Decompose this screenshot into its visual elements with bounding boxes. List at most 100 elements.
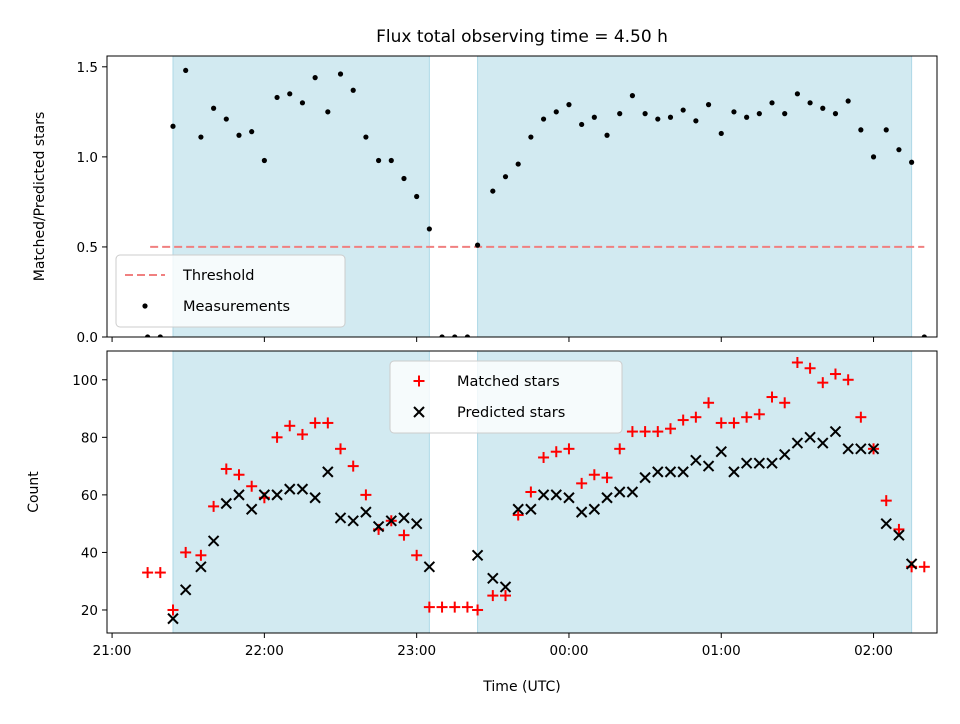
data-point bbox=[246, 480, 258, 492]
data-point bbox=[652, 466, 664, 478]
data-point bbox=[299, 100, 306, 106]
marker-stroke bbox=[639, 471, 651, 484]
x-tick-label: 02:00 bbox=[854, 643, 893, 659]
data-point bbox=[766, 391, 778, 403]
data-point bbox=[807, 100, 813, 106]
chart-title: Flux total observing time = 4.50 h bbox=[376, 27, 668, 47]
data-point bbox=[896, 147, 902, 153]
data-point bbox=[233, 469, 245, 481]
legend-handle bbox=[413, 406, 425, 418]
data-point bbox=[858, 127, 864, 133]
data-point bbox=[195, 549, 207, 561]
data-point bbox=[601, 472, 613, 484]
data-point bbox=[249, 129, 255, 135]
marker-stroke bbox=[817, 437, 829, 449]
data-point bbox=[705, 102, 712, 108]
data-point bbox=[728, 466, 740, 478]
data-point bbox=[335, 443, 347, 455]
series-predicted-stars bbox=[167, 425, 918, 625]
data-point bbox=[731, 109, 737, 115]
data-point bbox=[626, 486, 639, 498]
data-point bbox=[309, 417, 321, 429]
legend: Matched stars Predicted stars bbox=[389, 360, 623, 434]
data-point bbox=[499, 581, 512, 593]
data-point bbox=[167, 604, 179, 616]
data-point bbox=[782, 111, 788, 117]
data-point bbox=[883, 127, 889, 133]
marker-stroke bbox=[677, 466, 689, 478]
data-point bbox=[591, 114, 597, 120]
marker-stroke bbox=[690, 454, 702, 467]
data-point bbox=[525, 486, 537, 498]
data-point bbox=[223, 116, 229, 122]
data-point bbox=[842, 374, 854, 386]
data-point bbox=[512, 503, 524, 515]
x-tick-label: 23:00 bbox=[397, 643, 436, 659]
data-point bbox=[617, 111, 623, 117]
data-point bbox=[211, 105, 217, 111]
data-point bbox=[756, 111, 762, 117]
data-point bbox=[284, 483, 296, 495]
marker-stroke bbox=[550, 489, 562, 501]
data-point bbox=[538, 451, 550, 463]
data-point bbox=[500, 590, 512, 602]
data-point bbox=[449, 601, 461, 613]
marker-stroke bbox=[347, 515, 359, 527]
data-point bbox=[921, 334, 927, 337]
plot-area bbox=[142, 357, 930, 625]
data-point bbox=[472, 604, 484, 616]
marker-stroke bbox=[715, 446, 727, 458]
data-point bbox=[766, 457, 778, 469]
data-point bbox=[626, 426, 638, 438]
marker-stroke bbox=[487, 572, 499, 585]
data-point bbox=[325, 109, 331, 115]
legend-label: Matched stars bbox=[457, 374, 560, 390]
data-point bbox=[236, 132, 242, 138]
marker-stroke bbox=[512, 503, 524, 515]
data-point bbox=[855, 411, 867, 423]
data-point bbox=[245, 503, 258, 515]
marker-stroke bbox=[296, 483, 309, 495]
marker-stroke bbox=[804, 431, 816, 444]
data-point bbox=[817, 437, 829, 449]
data-point bbox=[414, 193, 420, 200]
x-tick-label: 21:00 bbox=[93, 643, 132, 659]
data-point bbox=[753, 408, 765, 420]
series-matched-stars bbox=[142, 357, 930, 616]
data-point bbox=[347, 460, 359, 472]
y-tick-label: 1.0 bbox=[77, 150, 98, 166]
marker-stroke bbox=[766, 457, 778, 469]
legend-label: Threshold bbox=[182, 268, 254, 284]
data-point bbox=[664, 423, 676, 435]
data-point bbox=[604, 132, 610, 138]
data-point bbox=[588, 503, 601, 515]
y-tick-label: 100 bbox=[72, 373, 98, 389]
data-point bbox=[741, 411, 753, 423]
data-point bbox=[167, 612, 179, 625]
data-point bbox=[715, 446, 727, 458]
marker-stroke bbox=[778, 448, 791, 461]
data-point bbox=[322, 466, 334, 478]
marker-stroke bbox=[372, 520, 385, 533]
axes-frame bbox=[106, 55, 938, 338]
data-point bbox=[296, 483, 309, 495]
marker-stroke bbox=[499, 581, 512, 593]
y-tick-label: 0.0 bbox=[77, 330, 98, 346]
data-point bbox=[829, 425, 842, 438]
data-point bbox=[880, 495, 892, 507]
x-tick-label: 00:00 bbox=[550, 643, 589, 659]
data-point bbox=[363, 134, 369, 140]
data-point bbox=[360, 506, 372, 518]
y-tick-label: 80 bbox=[81, 430, 98, 446]
axes-frame bbox=[106, 350, 938, 634]
data-point bbox=[855, 443, 867, 455]
data-point bbox=[487, 572, 499, 585]
marker-stroke bbox=[588, 503, 601, 515]
marker-stroke bbox=[309, 492, 321, 504]
data-point bbox=[220, 497, 233, 510]
data-point bbox=[664, 466, 677, 478]
legend: Threshold Measurements bbox=[115, 254, 346, 328]
data-point bbox=[601, 492, 613, 504]
data-point bbox=[715, 417, 727, 429]
data-point bbox=[728, 417, 740, 429]
